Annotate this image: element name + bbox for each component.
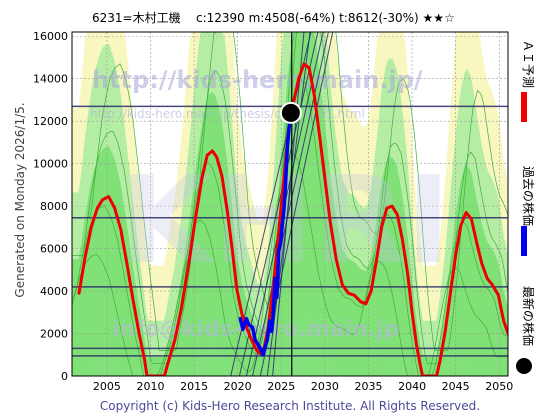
x-tick-label: 2020 xyxy=(224,380,252,393)
y-tick-label: 10000 xyxy=(33,158,68,171)
x-tick-label: 2005 xyxy=(93,380,121,393)
x-tick-label: 2040 xyxy=(398,380,426,393)
legend-past-label: 過去の株価 xyxy=(521,166,536,226)
x-tick-label: 2025 xyxy=(267,380,295,393)
generated-date: Generated on Monday 2026/1/5. xyxy=(13,102,27,297)
watermark-layer: http://kids-hero.main.jp/ http://kids-he… xyxy=(90,66,450,342)
x-axis: 2005 2010 2015 2020 2025 2030 2035 2040 2045 2050 xyxy=(93,380,513,393)
series-lines xyxy=(77,62,508,376)
y-axis: 0 2000 4000 6000 8000 10000 12000 14000 16000 xyxy=(33,30,68,383)
y-tick-label: 16000 xyxy=(33,30,68,43)
watermark-url-small: http://kids-hero.main.jp/thesis/code6231… xyxy=(90,107,365,121)
x-tick-label: 2010 xyxy=(136,380,164,393)
trend-line xyxy=(272,32,305,376)
y-tick-label: 14000 xyxy=(33,73,68,86)
watermark-url: http://kids-hero.main.jp/ xyxy=(92,66,423,94)
x-tick-label: 2015 xyxy=(180,380,208,393)
y-tick-label: 8000 xyxy=(40,200,68,213)
band-contour-line xyxy=(72,154,508,376)
past-price-line xyxy=(238,111,293,357)
x-tick-label: 2035 xyxy=(354,380,382,393)
legend-latest-swatch xyxy=(516,358,532,374)
latest-price-marker xyxy=(279,101,302,124)
y-tick-label: 6000 xyxy=(40,243,68,256)
trend-line xyxy=(252,32,329,376)
y-tick-label: 0 xyxy=(61,370,68,383)
x-tick-label: 2045 xyxy=(442,380,470,393)
x-tick-label: 2030 xyxy=(311,380,339,393)
legend-past-swatch xyxy=(521,226,527,256)
plot-frame xyxy=(71,31,509,377)
trend-line xyxy=(238,32,319,376)
stock-name-code: 6231=木村工機 xyxy=(92,10,181,25)
ai-forecast-line xyxy=(77,62,508,376)
legend-ai-label: ＡＩ予測 xyxy=(521,40,535,88)
x-tick-label: 2050 xyxy=(485,380,513,393)
y-tick-label: 12000 xyxy=(33,115,68,128)
y-tick-label: 4000 xyxy=(40,285,68,298)
legend-ai-swatch xyxy=(521,92,527,122)
copyright: Copyright (c) Kids-Hero Research Institu… xyxy=(100,399,480,413)
legend-latest-label: 最新の株価 xyxy=(521,286,536,346)
legend: ＡＩ予測 過去の株価 最新の株価 xyxy=(516,40,536,374)
band-contour-line xyxy=(72,32,508,364)
price-stats: c:12390 m:4508(-64%) t:8612(-30%) ★★☆ xyxy=(196,11,455,25)
y-tick-label: 2000 xyxy=(40,328,68,341)
